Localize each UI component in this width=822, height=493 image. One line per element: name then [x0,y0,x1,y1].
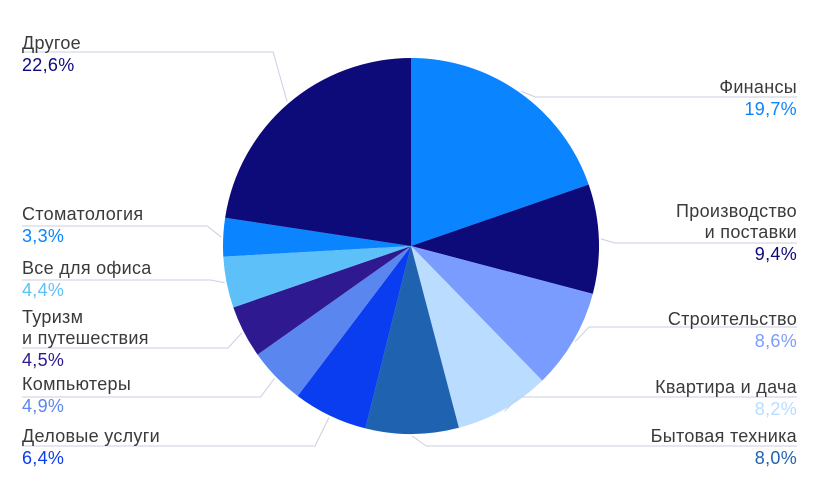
value-label: 4,5% [22,350,65,370]
leader-line [600,238,797,244]
pie-slice [223,246,411,308]
leader-line [411,435,797,447]
pie-slice [225,58,411,246]
pie-slice [411,246,593,381]
pie-slice [365,246,459,434]
pie-slice [411,58,589,246]
leader-line [521,90,797,98]
slice-label: Строительство [667,309,797,329]
slice-label: Компьютеры [22,374,132,394]
pie-slice [297,246,411,429]
value-label: 3,3% [22,226,65,246]
slice-label: Деловые услуги [22,426,160,446]
leader-line [22,332,243,349]
value-label: 8,0% [754,448,797,468]
value-label: 8,2% [754,399,797,419]
slice-label: Стоматология [22,204,144,224]
leader-line [504,396,797,412]
pie-slice [233,246,411,355]
value-label: 19,7% [744,99,797,119]
leader-line [22,225,222,238]
value-label: 9,4% [754,244,797,264]
value-label: 6,4% [22,448,65,468]
value-label: 8,6% [754,331,797,351]
leader-line [574,326,797,343]
slice-label: Туризм и путешествия [22,307,149,348]
leader-line [22,51,288,103]
slice-label: Все для офиса [22,258,152,278]
pie-slice [223,217,411,257]
pie-slice [257,246,411,396]
pie-slice [411,184,599,294]
slice-label: Финансы [719,77,797,97]
value-label: 22,6% [22,55,75,75]
slice-label: Бытовая техника [650,426,797,446]
leader-line [22,279,225,284]
value-label: 4,4% [22,280,65,300]
value-label: 4,9% [22,396,65,416]
pie-slice [411,246,543,428]
slice-label: Квартира и дача [655,377,797,397]
leader-line [22,417,330,447]
slice-label: Другое [22,33,81,53]
slice-label: Производство и поставки [676,201,797,242]
leader-line [22,377,275,398]
